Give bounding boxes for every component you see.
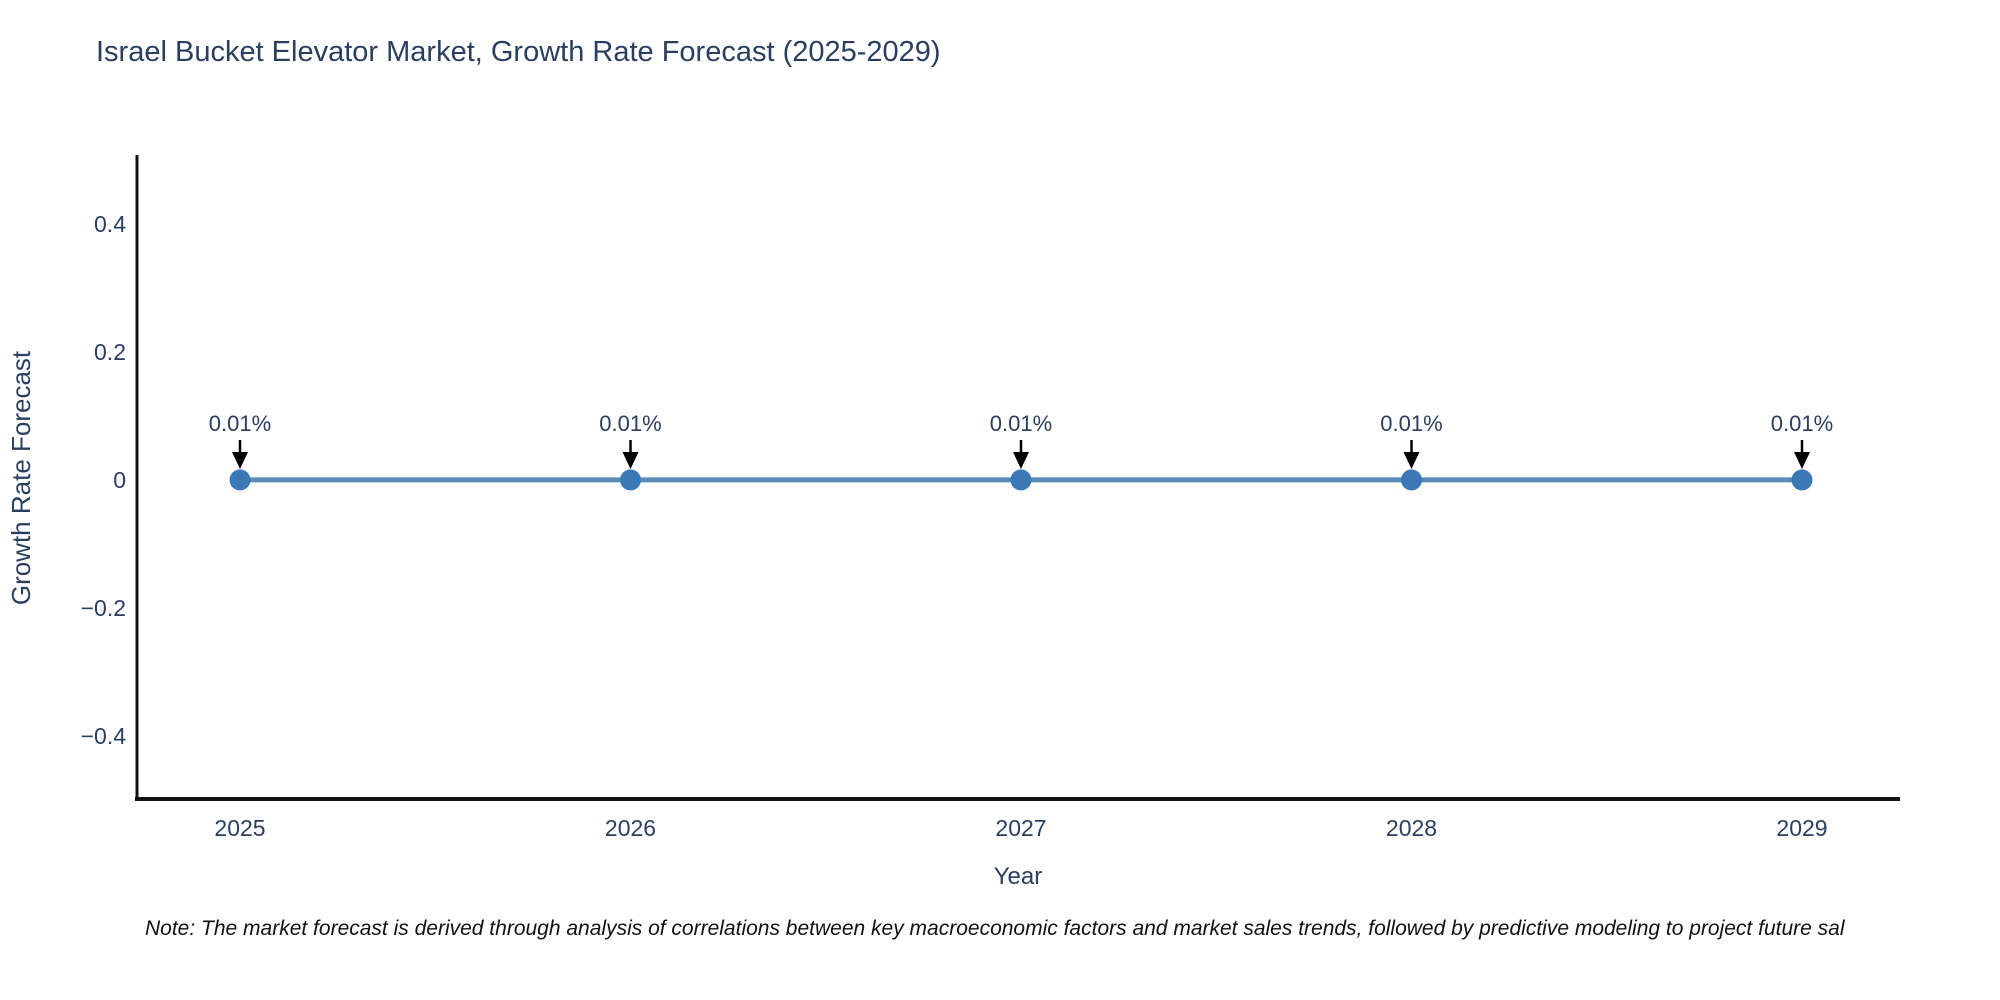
annotation-arrowhead-icon xyxy=(622,452,639,469)
x-tick-label: 2027 xyxy=(995,815,1046,841)
y-tick-label: 0.4 xyxy=(94,211,126,237)
data-point-2025[interactable] xyxy=(229,469,251,491)
y-tick-label: −0.2 xyxy=(81,595,126,621)
annotation-arrowhead-icon xyxy=(1403,452,1420,469)
annotation-label: 0.01% xyxy=(990,411,1052,436)
data-point-2029[interactable] xyxy=(1791,469,1813,491)
data-point-2027[interactable] xyxy=(1010,469,1032,491)
data-point-2026[interactable] xyxy=(620,469,641,491)
x-tick-label: 2028 xyxy=(1386,815,1437,841)
x-tick-label: 2025 xyxy=(214,815,265,841)
data-point-2028[interactable] xyxy=(1401,469,1422,491)
plot-area: 0.4 0.2 0 −0.2 −0.4 2025 2026 2027 2028 2029 0.01%… xyxy=(81,155,1900,841)
methodology-note: Note: The market forecast is derived thr… xyxy=(145,917,1845,940)
annotation-arrowhead-icon xyxy=(232,452,248,469)
annotation-label: 0.01% xyxy=(599,411,661,436)
y-tick-label: −0.4 xyxy=(81,723,127,749)
y-tick-label: 0 xyxy=(113,467,126,493)
y-axis-title: Growth Rate Forecast xyxy=(6,350,36,605)
chart-title: Israel Bucket Elevator Market, Growth Ra… xyxy=(96,36,941,68)
annotation-arrowhead-icon xyxy=(1794,452,1810,469)
x-axis-title: Year xyxy=(994,863,1043,890)
x-tick-label: 2029 xyxy=(1776,815,1827,841)
annotation-label: 0.01% xyxy=(1380,411,1442,436)
annotation-arrowhead-icon xyxy=(1013,452,1029,469)
annotation-label: 0.01% xyxy=(1771,411,1833,436)
y-tick-label: 0.2 xyxy=(94,339,126,365)
x-tick-label: 2026 xyxy=(605,815,656,841)
annotation-label: 0.01% xyxy=(209,411,271,436)
